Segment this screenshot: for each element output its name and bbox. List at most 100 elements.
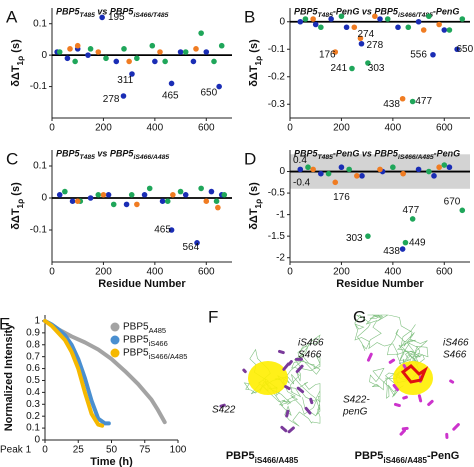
point — [134, 55, 140, 62]
point — [56, 192, 63, 198]
point — [120, 93, 127, 99]
y-tick-label: 0.3 — [26, 399, 40, 410]
point — [211, 58, 217, 65]
residue — [449, 379, 455, 384]
point — [346, 166, 352, 173]
point — [338, 164, 345, 171]
point — [123, 201, 130, 208]
point — [100, 192, 107, 198]
point — [351, 24, 358, 31]
x-axis-title: Residue Number — [336, 278, 424, 290]
point — [121, 46, 127, 52]
point — [218, 42, 225, 49]
residue — [296, 386, 305, 394]
y-axis-title: δΔT1ρ (s) — [248, 39, 263, 87]
point — [415, 18, 422, 25]
point — [377, 166, 383, 173]
annotation: 176 — [319, 49, 336, 60]
point — [384, 16, 391, 22]
point — [302, 16, 309, 22]
point — [441, 27, 448, 33]
y-tick-label: 0.6 — [26, 363, 40, 374]
point — [129, 71, 135, 77]
residue — [399, 429, 406, 436]
legend-marker — [110, 322, 120, 332]
panel-letter: B — [244, 7, 255, 26]
point — [74, 42, 81, 49]
point — [409, 98, 416, 105]
point — [62, 188, 68, 195]
legend-label: PBP5iS466 — [123, 335, 168, 349]
band-label: -0.4 — [293, 177, 311, 188]
point — [399, 246, 406, 252]
annotation: 449 — [409, 237, 426, 248]
point — [162, 58, 168, 65]
point — [431, 173, 437, 179]
point — [126, 58, 132, 65]
residue — [304, 406, 312, 415]
caption: PBP5iS466/A485 — [226, 450, 299, 465]
point — [194, 240, 200, 246]
point — [128, 192, 135, 198]
point — [177, 188, 184, 195]
annotation: 477 — [415, 96, 432, 107]
point — [56, 49, 63, 55]
point — [198, 30, 204, 36]
point — [182, 49, 189, 55]
y-tick-label: -0.1 — [30, 81, 48, 92]
x-tick-label: 50 — [106, 445, 118, 456]
y-tick-label: 0 — [41, 193, 47, 204]
point — [157, 49, 163, 55]
point — [221, 192, 228, 198]
y-tick-label: -1 — [276, 209, 285, 220]
y-tick-label: -1.5 — [268, 231, 286, 242]
point — [399, 95, 406, 102]
y-axis-title: δΔT1ρ (s) — [248, 182, 263, 230]
residue — [280, 425, 288, 433]
y-tick-label: 0.4 — [26, 387, 40, 398]
residue — [242, 368, 247, 374]
point — [164, 198, 171, 204]
y-tick-label: 0.1 — [33, 18, 47, 29]
y-tick-label: -0.5 — [268, 188, 286, 199]
point — [141, 192, 148, 198]
point — [99, 14, 105, 21]
site-label: penG — [342, 407, 368, 418]
point — [405, 24, 412, 31]
point — [426, 168, 432, 175]
point — [159, 198, 166, 204]
band-label: 0.4 — [293, 155, 307, 166]
y-tick-label: 0 — [279, 166, 285, 177]
point — [134, 201, 140, 208]
point — [203, 49, 210, 55]
site-label: iS466 — [443, 338, 469, 349]
point — [395, 24, 401, 31]
point — [310, 16, 316, 22]
point — [372, 13, 378, 20]
point — [338, 13, 345, 20]
x-tick-label: 100 — [170, 445, 187, 456]
point — [87, 46, 94, 52]
point — [390, 164, 396, 171]
x-tick-label: 0 — [49, 267, 55, 278]
residue — [401, 426, 409, 431]
x-tick-label: 25 — [73, 445, 85, 456]
y-tick-label: -0.2 — [268, 71, 286, 82]
annotation: 278 — [367, 40, 384, 51]
x-tick-label: 200 — [333, 267, 350, 278]
point — [312, 21, 319, 28]
x-tick-label: 0 — [287, 123, 293, 134]
annotation: 303 — [346, 233, 363, 244]
point — [400, 170, 406, 177]
annotation: 176 — [333, 192, 350, 203]
panel-letter: C — [6, 149, 18, 168]
point — [430, 51, 436, 58]
point — [113, 58, 120, 65]
point — [325, 170, 332, 177]
point — [72, 58, 78, 65]
y-tick-label: -2 — [276, 252, 285, 263]
point — [318, 24, 324, 31]
site-label: S422- — [343, 395, 370, 406]
